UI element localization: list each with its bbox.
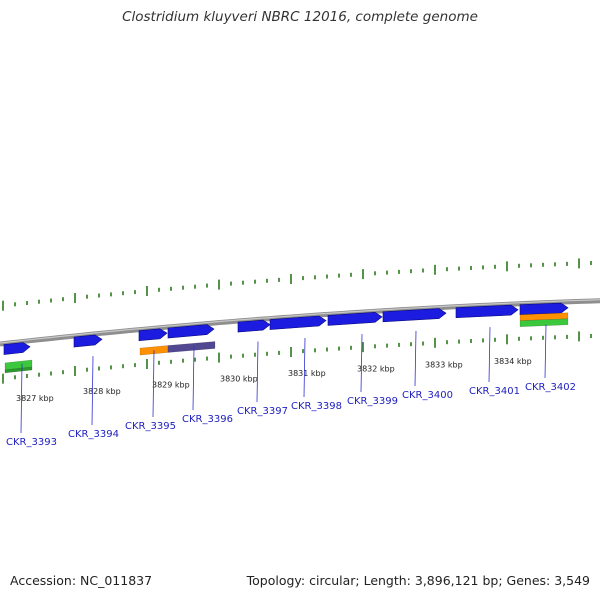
gene-label[interactable]: CKR_3395 xyxy=(125,421,176,432)
gene-arrow[interactable] xyxy=(455,304,519,319)
gene-arrow[interactable] xyxy=(519,302,569,316)
scale-label: 3827 kbp xyxy=(16,394,54,403)
scale-label: 3833 kbp xyxy=(425,360,463,369)
page-title: Clostridium kluyveri NBRC 12016, complet… xyxy=(122,9,478,25)
scale-label: 3832 kbp xyxy=(357,365,395,374)
gene-arrow[interactable] xyxy=(3,342,31,355)
feature-bar-purple xyxy=(167,341,216,353)
gene-leader-line xyxy=(544,324,547,379)
gene-label[interactable]: CKR_3393 xyxy=(6,437,57,448)
gene-arrow[interactable] xyxy=(138,328,168,342)
gene-leader-line xyxy=(414,330,417,387)
gene-arrow[interactable] xyxy=(382,308,447,323)
gene-arrow[interactable] xyxy=(269,315,327,330)
gene-label[interactable]: CKR_3400 xyxy=(402,390,453,401)
scale-label: 3828 kbp xyxy=(83,387,121,396)
gene-leader-line xyxy=(360,334,363,393)
scale-label: 3831 kbp xyxy=(288,369,326,378)
gene-arrow[interactable] xyxy=(327,311,383,326)
gene-leader-line xyxy=(20,363,23,434)
gene-leader-line xyxy=(192,346,195,411)
genome-backbone xyxy=(0,298,600,347)
accession-label: Accession: NC_011837 xyxy=(10,573,153,588)
gene-arrow[interactable] xyxy=(237,319,271,333)
scale-label: 3829 kbp xyxy=(152,381,190,390)
gene-label[interactable]: CKR_3402 xyxy=(525,382,576,393)
scale-label: 3830 kbp xyxy=(220,375,258,384)
gene-label[interactable]: CKR_3396 xyxy=(182,414,233,425)
gene-label[interactable]: CKR_3397 xyxy=(237,406,288,417)
gene-arrow[interactable] xyxy=(73,334,103,348)
gene-arrow[interactable] xyxy=(167,324,215,339)
gene-leader-line xyxy=(91,356,94,426)
feature-bar-green xyxy=(519,318,569,327)
gene-leader-line xyxy=(303,337,306,398)
gene-label[interactable]: CKR_3399 xyxy=(347,396,398,407)
gene-leader-line xyxy=(488,327,491,383)
gene-label[interactable]: CKR_3398 xyxy=(291,401,342,412)
scale-label: 3834 kbp xyxy=(494,357,532,366)
genome-summary: Topology: circular; Length: 3,896,121 bp… xyxy=(246,573,590,588)
gene-label[interactable]: CKR_3394 xyxy=(68,429,119,440)
genome-backbone-highlight xyxy=(0,299,600,344)
gene-leader-line xyxy=(152,350,155,418)
feature-bar-green-shade xyxy=(4,366,33,374)
gene-leader-line xyxy=(256,341,259,403)
gene-label[interactable]: CKR_3401 xyxy=(469,386,520,397)
